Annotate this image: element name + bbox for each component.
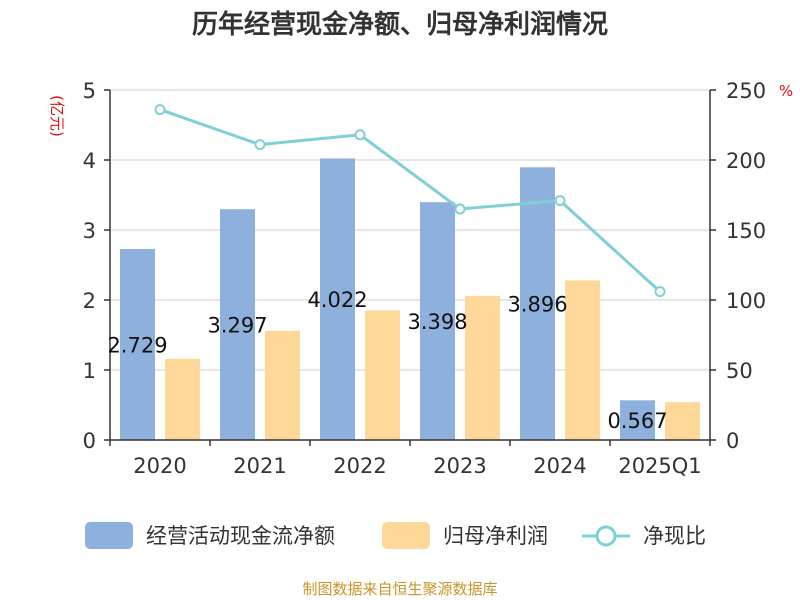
data-label-cashflow: 0.567 [607, 409, 667, 433]
ratio-point [654, 286, 666, 298]
left-axis-tick-label: 1 [83, 359, 96, 383]
ratio-point [454, 203, 466, 215]
legend-swatch-cashflow [85, 522, 133, 549]
bar-cashflow [520, 167, 555, 440]
bar-netprofit [265, 330, 300, 440]
ratio-point [354, 129, 366, 141]
bar-netprofit [565, 280, 600, 440]
ratio-point [154, 104, 166, 116]
legend-label-netprofit: 归母净利润 [443, 524, 548, 548]
ratio-point [254, 139, 266, 151]
right-axis-tick-label: 0 [726, 429, 739, 453]
x-axis-tick-label: 2020 [133, 454, 186, 478]
data-label-cashflow: 3.896 [507, 293, 567, 317]
ratio-line [154, 104, 666, 298]
x-axis-tick-label: 2022 [333, 454, 386, 478]
ratio-series-line [159, 108, 662, 293]
left-axis-tick-label: 5 [83, 79, 96, 103]
data-label-cashflow: 2.729 [107, 333, 167, 357]
legend-marker-ratio [595, 525, 617, 547]
source-note: 制图数据来自恒生聚源数据库 [302, 580, 497, 598]
right-axis-tick-label: 200 [726, 149, 766, 173]
bar-cashflow [320, 158, 355, 440]
right-axis-tick-label: 100 [726, 289, 766, 313]
x-axis-tick-label: 2024 [533, 454, 586, 478]
bar-netprofit [365, 310, 400, 440]
data-labels: 2.729 3.297 4.022 3.398 3.896 0.567 [107, 288, 667, 433]
bar-netprofit [165, 358, 200, 440]
bar-netprofit [665, 402, 700, 440]
right-axis-tick-label: 50 [726, 359, 753, 383]
chart-title: 历年经营现金净额、归母净利润情况 [192, 9, 608, 40]
data-label-cashflow: 3.398 [407, 310, 467, 334]
ratio-point [554, 195, 566, 207]
left-axis-tick-label: 4 [83, 149, 96, 173]
bar-netprofit [465, 295, 500, 440]
bar-cashflow [620, 400, 655, 440]
x-axis-tick-label: 2025Q1 [618, 454, 701, 478]
legend-swatch-netprofit [382, 522, 430, 549]
left-axis-tick-label: 2 [83, 289, 96, 313]
x-axis-tick-label: 2021 [233, 454, 286, 478]
bar-cashflow [420, 202, 455, 440]
x-axis-tick-label: 2023 [433, 454, 486, 478]
data-label-cashflow: 3.297 [207, 314, 267, 338]
data-label-cashflow: 4.022 [307, 288, 367, 312]
legend: 经营活动现金流净额 归母净利润 净现比 [85, 522, 706, 549]
bars [120, 158, 700, 440]
bar-cashflow [120, 248, 155, 440]
bar-cashflow [220, 209, 255, 440]
left-axis-tick-label: 3 [83, 219, 96, 243]
right-axis-unit: % [779, 82, 793, 100]
legend-label-ratio: 净现比 [643, 524, 706, 548]
right-axis-tick-label: 250 [726, 79, 766, 103]
left-axis-tick-label: 0 [83, 429, 96, 453]
grid [110, 89, 710, 371]
right-axis-tick-label: 150 [726, 219, 766, 243]
legend-label-cashflow: 经营活动现金流净额 [146, 524, 335, 548]
left-axis-unit: (亿元) [48, 95, 66, 137]
